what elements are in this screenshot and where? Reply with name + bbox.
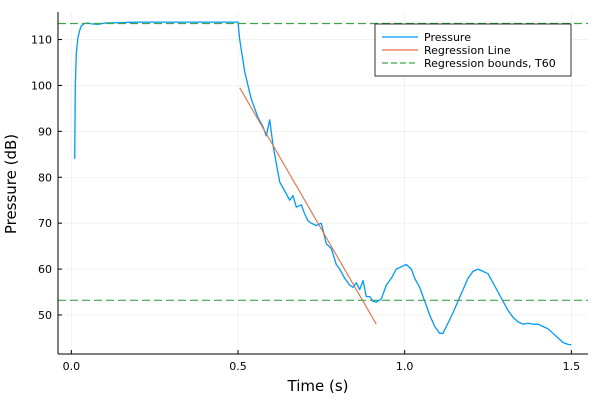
y-tick-label: 50 — [38, 309, 52, 322]
legend: Pressure Regression Line Regression boun… — [374, 23, 572, 77]
x-axis-label: Time (s) — [287, 377, 349, 395]
y-tick-label: 80 — [38, 171, 52, 184]
x-tick-label: 1.0 — [396, 360, 414, 373]
axes: 0.0 0.5 1.0 1.5 50 60 70 80 90 100 110 — [31, 12, 588, 373]
series-line-regression — [239, 87, 377, 325]
y-tick-label: 70 — [38, 217, 52, 230]
series-line-pressure — [74, 21, 572, 346]
y-axis-label: Pressure (dB) — [2, 134, 20, 234]
x-tick-label: 0.0 — [63, 360, 81, 373]
y-tick-label: 100 — [31, 79, 52, 92]
x-tick-label: 1.5 — [563, 360, 581, 373]
plot-area — [58, 21, 588, 346]
legend-label-pressure: Pressure — [424, 31, 471, 44]
legend-label-regression-line: Regression Line — [424, 44, 511, 57]
y-tick-label: 60 — [38, 263, 52, 276]
legend-label-regression-bounds: Regression bounds, T60 — [424, 57, 556, 70]
x-tick-label: 0.5 — [229, 360, 247, 373]
y-tick-label: 90 — [38, 125, 52, 138]
y-tick-label: 110 — [31, 34, 52, 47]
